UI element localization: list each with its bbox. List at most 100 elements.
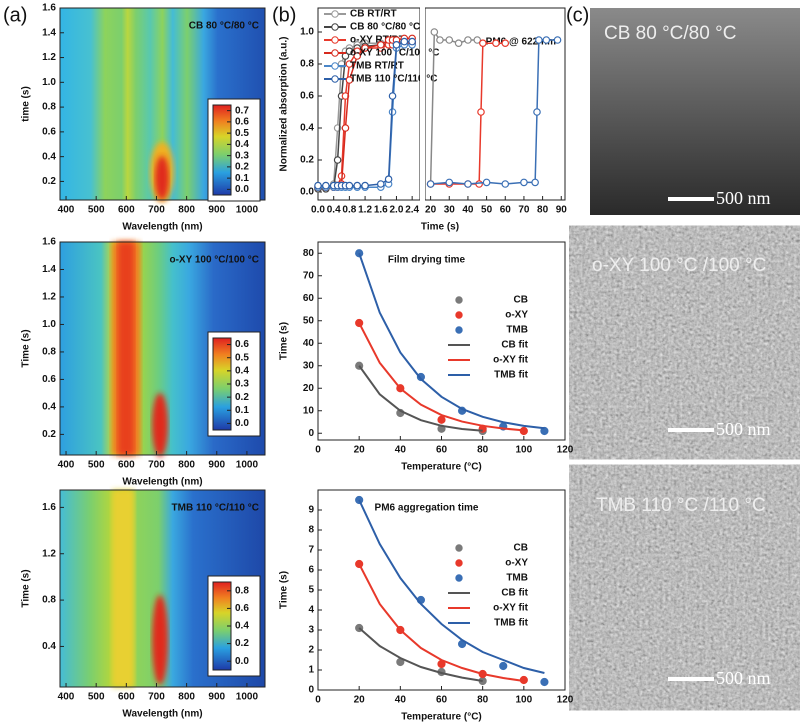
y-tick-label: 0.0	[300, 187, 314, 198]
y-tick-label: 1.2	[42, 292, 56, 303]
data-point	[345, 181, 354, 190]
x-tick-label: 2.0	[390, 205, 404, 216]
legend-label: o-XY	[505, 558, 528, 569]
data-point	[376, 180, 385, 188]
x-tick-label: 80	[477, 445, 489, 456]
colorbar-tick-label: 0.3	[235, 379, 249, 390]
x-tick-label: 80	[477, 695, 489, 706]
legend-label: TMB	[506, 573, 528, 584]
y-tick-label: 0.6	[300, 91, 314, 102]
data-point	[501, 180, 510, 188]
y-tick-label: 40	[303, 338, 315, 349]
chart-title: TMB 110 °C/110 °C	[172, 503, 259, 514]
colorbar-tick-label: 0.5	[235, 352, 249, 363]
legend-marker	[455, 544, 463, 552]
x-tick-label: 1000	[236, 460, 259, 471]
colorbar-tick-label: 0.6	[235, 117, 249, 128]
legend-label: TMB 110 °C/110 °C	[350, 74, 437, 85]
x-tick-label: 500	[88, 205, 105, 216]
x-tick-label: 400	[58, 205, 75, 216]
y-tick-label: 60	[303, 293, 315, 304]
x-tick-label: 800	[178, 205, 195, 216]
scale-label: 500 nm	[716, 668, 771, 688]
chart-title: o-XY 100 °C/100 °C	[169, 255, 259, 266]
x-tick-label: 60	[436, 445, 448, 456]
legend-marker	[331, 23, 339, 31]
colorbar-tick-label: 0.2	[235, 392, 249, 403]
x-tick-label: 400	[58, 692, 75, 703]
legend-marker	[455, 326, 463, 334]
y-tick-label: 0.8	[42, 102, 56, 113]
data-point	[341, 124, 350, 132]
colorbar-tick-label: 0.1	[235, 405, 249, 416]
x-axis-label: Time (s)	[421, 222, 459, 233]
legend-marker	[455, 296, 463, 304]
x-tick-label: 120	[557, 695, 574, 706]
legend-label: TMB RT/RT	[350, 61, 404, 72]
sem-images: CB 80 °C/80 °C 500 nm o-XY 100 °C /100 °…	[590, 8, 800, 690]
panel-label: (c)	[566, 4, 589, 26]
y-tick-label: 0.8	[42, 595, 56, 606]
data-point	[408, 37, 416, 46]
x-tick-label: 400	[58, 460, 75, 471]
x-tick-label: 1000	[236, 692, 259, 703]
data-point	[445, 178, 454, 187]
data-point	[430, 28, 439, 36]
y-tick-label: 0.4	[42, 151, 56, 162]
scale-label: 500 nm	[716, 188, 771, 208]
legend-label: CB	[514, 295, 528, 306]
data-point	[353, 181, 362, 190]
image-label: TMB 110 °C /110 °C	[596, 495, 766, 516]
colorbar-tick-label: 0.8	[235, 585, 249, 596]
y-tick-label: 5	[308, 585, 314, 596]
x-tick-label: 900	[208, 205, 225, 216]
y-tick-label: 20	[303, 383, 315, 394]
x-tick-label: 0	[315, 445, 321, 456]
legend-label: CB fit	[501, 340, 528, 351]
y-tick-label: 50	[303, 315, 315, 326]
x-tick-label: 20	[354, 695, 366, 706]
y-tick-label: 30	[303, 360, 315, 371]
y-tick-label: 0.6	[42, 127, 56, 138]
x-tick-label: 60	[500, 205, 512, 216]
y-axis-label: Time (s)	[279, 322, 290, 360]
legend-label: CB RT/RT	[350, 9, 397, 20]
y-tick-label: 0.2	[42, 176, 56, 187]
plot-frame	[59, 241, 266, 456]
legend-label: CB 80 °C/80 °C	[350, 22, 420, 33]
colorbar-tick-label: 0.3	[235, 150, 249, 161]
series-line	[358, 322, 524, 432]
data-point	[345, 47, 354, 56]
colorbar-tick-label: 0.5	[235, 128, 249, 139]
data-point	[361, 181, 369, 190]
data-point	[437, 415, 446, 424]
colorbar-tick-label: 0.2	[235, 638, 249, 649]
legend-label: o-XY fit	[493, 355, 528, 366]
legend-marker	[455, 574, 463, 582]
y-tick-label: 0.4	[300, 123, 314, 134]
data-point	[520, 178, 528, 187]
y-tick-label: 1.4	[42, 264, 56, 275]
legend-label: TMB	[506, 325, 528, 336]
y-tick-label: 6	[308, 565, 314, 576]
x-tick-label: 80	[537, 205, 549, 216]
y-tick-label: 10	[303, 405, 315, 416]
x-tick-label: 90	[556, 205, 568, 216]
data-point	[553, 36, 562, 44]
image-label: o-XY 100 °C /100 °C	[592, 255, 766, 276]
y-tick-label: 0	[308, 685, 314, 696]
y-axis-label: Time (s)	[21, 329, 32, 367]
colorbar-tick-label: 0.6	[235, 603, 249, 614]
data-point	[388, 92, 397, 100]
x-tick-label: 700	[148, 205, 165, 216]
series-line	[358, 252, 545, 430]
x-tick-label: 600	[118, 692, 135, 703]
data-point	[464, 180, 472, 188]
legend-marker	[331, 10, 339, 18]
x-tick-label: 40	[462, 205, 474, 216]
y-tick-label: 3	[308, 625, 314, 636]
legend-marker	[455, 559, 463, 567]
data-point	[492, 39, 500, 48]
chart-title: Film drying time	[388, 255, 466, 266]
y-tick-label: 1.0	[42, 319, 56, 330]
